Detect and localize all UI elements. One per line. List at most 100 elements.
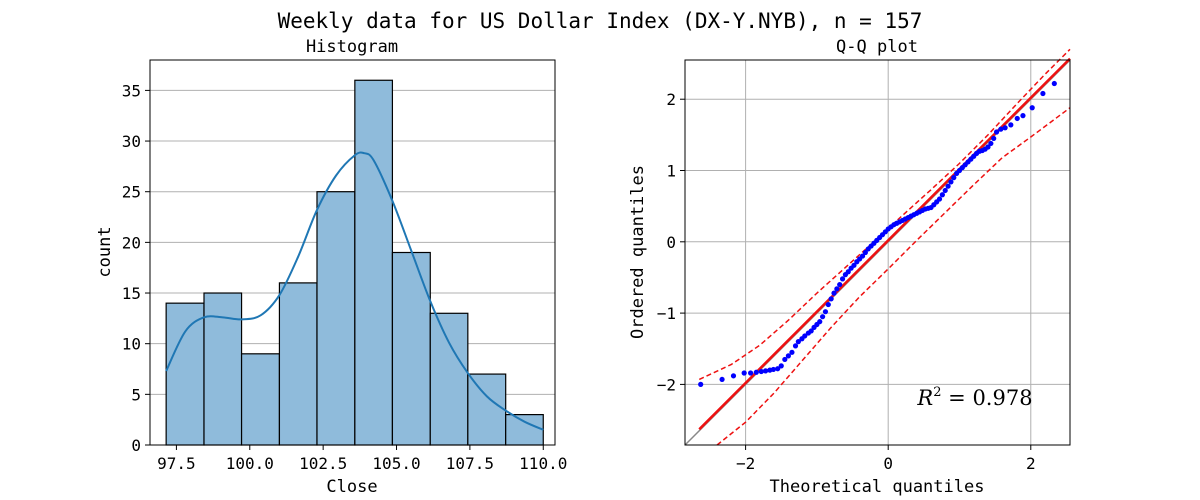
histogram-x-tick-label: 102.5 (299, 454, 347, 473)
qq-point (831, 290, 837, 296)
qq-y-label: Ordered quantiles (628, 165, 648, 339)
qq-x-tick-label: 0 (883, 454, 893, 473)
histogram-y-label: count (95, 226, 115, 277)
qq-y-tick-label: 1 (666, 162, 676, 181)
qq-point (817, 319, 823, 325)
qq-point (789, 349, 795, 355)
histogram-bar (505, 414, 544, 446)
histogram-bar (240, 353, 281, 446)
qq-point (802, 333, 808, 339)
qq-point (985, 144, 991, 150)
histogram-x-tick-label: 97.5 (157, 454, 196, 473)
histogram-y-tick-label: 20 (122, 233, 141, 252)
figure-title: Weekly data for US Dollar Index (DX-Y.NY… (278, 9, 923, 33)
fit-line (698, 57, 1071, 431)
histogram-x-tick-label: 110.0 (519, 454, 567, 473)
histogram-bar (429, 312, 469, 446)
qq-point (945, 183, 951, 189)
histogram-y-tick-label: 0 (131, 436, 141, 455)
qq-point (837, 281, 843, 288)
qq-point (948, 179, 954, 185)
qq-point (1014, 115, 1020, 122)
qq-point (1051, 80, 1057, 87)
qq-point (845, 269, 851, 275)
qq-point (758, 368, 764, 375)
qq-point (778, 363, 784, 369)
qq-point (951, 175, 957, 181)
qq-point (939, 192, 945, 198)
histogram-ticks: 0 5 10 15 20 25 30 35 97.5 100.0 102.5 105.0 107.5 11… (122, 81, 568, 473)
qq-point (782, 356, 788, 363)
qq-x-label: Theoretical quantiles (770, 477, 985, 497)
qq-title: Q-Q plot (836, 37, 918, 57)
histogram-x-label: Close (326, 477, 377, 497)
histogram-bar (165, 302, 205, 446)
qq-point (991, 135, 997, 142)
qq-point (1020, 113, 1026, 119)
r-squared-annotation: R2 = 0.978 (916, 385, 1032, 410)
qq-point (834, 286, 840, 292)
qq-points (698, 80, 1057, 387)
qq-point (839, 276, 846, 282)
qq-point (747, 370, 754, 376)
qq-point (936, 196, 943, 202)
qq-point (795, 339, 801, 345)
qq-point (792, 343, 799, 349)
histogram-frame (149, 59, 556, 446)
qq-point (698, 381, 704, 387)
histogram-bar (316, 191, 356, 446)
qq-point (775, 366, 781, 372)
qq-point (741, 370, 747, 376)
qq-x-tick-label: 2 (1026, 454, 1036, 473)
histogram-bar (354, 79, 394, 446)
qq-ticks: −2 0 2 −2 −1 0 1 2 (657, 90, 1036, 473)
qq-y-tick-label: 0 (666, 233, 676, 252)
histogram-y-tick-label: 5 (131, 385, 141, 404)
qq-point (822, 309, 829, 315)
qq-point (993, 129, 1000, 135)
histogram-bar (278, 282, 318, 446)
qq-point (1040, 90, 1046, 97)
qq-y-tick-label: −1 (657, 304, 676, 323)
qq-point (770, 366, 777, 373)
histogram-y-tick-label: 15 (122, 284, 141, 303)
histogram-y-tick-label: 35 (122, 81, 141, 100)
qq-grid (685, 60, 1070, 445)
qq-point (825, 301, 831, 308)
qq-point (762, 368, 769, 374)
histogram-bar (467, 373, 507, 446)
qq-x-tick-label: −2 (736, 454, 755, 473)
qq-point (998, 126, 1004, 132)
qq-point (859, 253, 866, 259)
qq-point (942, 187, 948, 194)
r-squared-value: = 0.978 (942, 386, 1033, 410)
histogram-x-tick-label: 105.0 (372, 454, 420, 473)
histogram-y-tick-label: 30 (122, 132, 141, 151)
histogram-y-tick-label: 25 (122, 183, 141, 202)
histogram-x-tick-label: 100.0 (226, 454, 274, 473)
histogram-y-tick-label: 10 (122, 335, 141, 354)
qq-point (730, 373, 737, 379)
qq-point (820, 314, 826, 320)
qq-point (1002, 125, 1008, 131)
qq-point (753, 369, 759, 375)
qq-point (1029, 105, 1035, 111)
histogram-panel: Histogram 0 5 10 15 20 25 30 35 97.5 100.0 102.5 10… (95, 37, 567, 497)
qq-point (862, 249, 868, 256)
histogram-title: Histogram (306, 37, 398, 57)
r-squared-superscript: 2 (933, 385, 941, 400)
qq-point (828, 296, 834, 302)
qq-y-tick-label: 2 (666, 90, 676, 109)
qq-point (1008, 122, 1014, 128)
qq-y-tick-label: −2 (657, 375, 676, 394)
qq-point (785, 353, 791, 359)
qq-point (988, 140, 994, 147)
histogram-bar (391, 251, 431, 446)
qq-point (808, 328, 814, 334)
qq-point (719, 376, 725, 383)
qq-panel: Q-Q plot −2 0 2 −2 −1 0 1 2 R2 = 0.978 Theoreti… (628, 37, 1071, 497)
histogram-bars (165, 79, 544, 446)
qq-frame (684, 59, 1071, 446)
histogram-x-tick-label: 107.5 (446, 454, 494, 473)
